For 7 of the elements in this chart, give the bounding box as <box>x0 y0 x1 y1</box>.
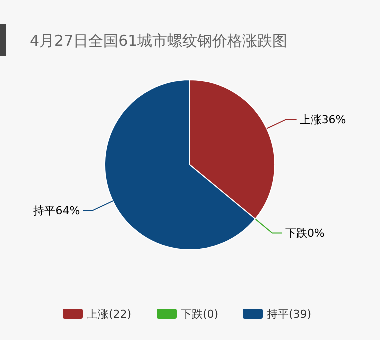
data-label: 持平64% <box>34 204 80 218</box>
text: 下跌0% <box>285 227 325 240</box>
legend-label: 上涨(22) <box>87 308 132 321</box>
legend-label: 下跌(0) <box>181 308 219 321</box>
data-label: 上涨36% <box>300 113 346 126</box>
chart-title: 4月27日全国61城市螺纹钢价格涨跌图 <box>30 32 288 50</box>
legend-label: 持平(39) <box>267 308 312 321</box>
